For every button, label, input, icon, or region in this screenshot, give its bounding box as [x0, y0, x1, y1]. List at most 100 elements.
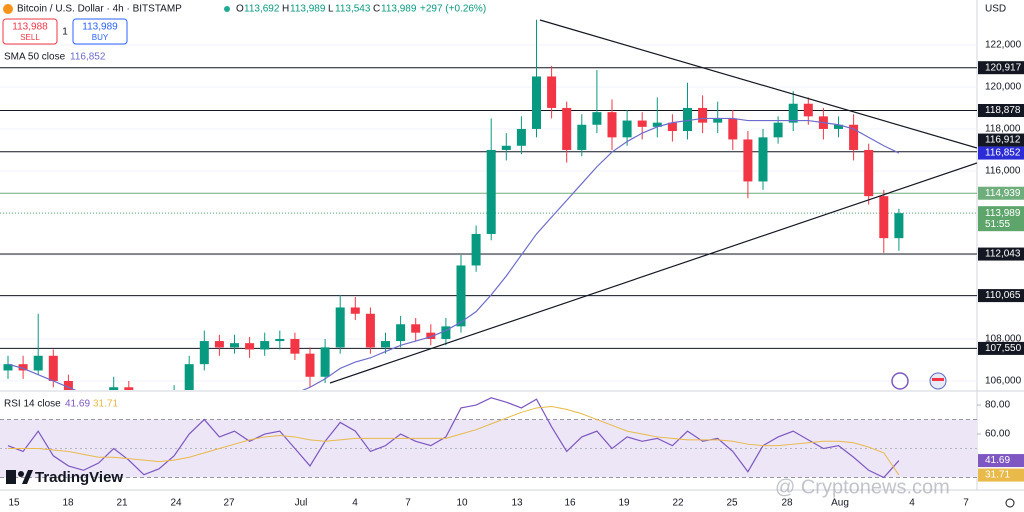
rsi-band — [0, 419, 977, 478]
countdown: 51:55 — [985, 219, 1010, 230]
sma-label: 116,852 — [985, 148, 1021, 159]
candle-body — [290, 338, 300, 354]
rsi-label: 41.69 — [985, 455, 1010, 466]
candle-body — [728, 118, 738, 140]
x-tick-label: 25 — [726, 498, 738, 509]
candle-body — [758, 137, 768, 182]
candle-body — [501, 145, 511, 150]
candle-body — [713, 118, 723, 123]
sma-legend: SMA 50 close — [4, 52, 66, 63]
candle-body — [48, 355, 58, 381]
candle-body — [275, 338, 285, 342]
descending-trendline — [539, 19, 977, 149]
x-tick-label: 4 — [352, 498, 358, 509]
candle-body — [230, 343, 239, 348]
replay-icon[interactable] — [891, 372, 909, 390]
candle-body — [698, 107, 708, 123]
candle-body — [260, 341, 270, 350]
rsi-label: 31.71 — [985, 470, 1010, 481]
level-label: 120,917 — [985, 62, 1022, 73]
candle-body — [773, 122, 783, 138]
x-tick-label: Aug — [831, 498, 849, 509]
y-tick-label: 106,000 — [985, 376, 1022, 387]
level-label: 110,065 — [985, 290, 1021, 301]
candle-body — [562, 107, 572, 150]
level-label-box — [978, 104, 1024, 118]
x-tick-label: 10 — [456, 498, 468, 509]
y-tick-label: 80.00 — [985, 400, 1010, 411]
ascending-trendline — [329, 162, 977, 384]
ohlc-key: C — [373, 4, 380, 15]
candle-body — [607, 112, 617, 138]
candle-body — [803, 103, 813, 117]
x-tick-label: 28 — [781, 498, 793, 509]
buy-button[interactable] — [72, 18, 128, 45]
rsi-legend-value: 41.69 — [65, 399, 90, 410]
candle-body — [652, 122, 662, 127]
candle-body — [743, 139, 753, 182]
buy-price: 113,989 — [82, 22, 118, 33]
logo-mark — [6, 470, 16, 484]
level-label-box — [978, 133, 1024, 147]
y-tick-label: 120,000 — [985, 82, 1022, 93]
y-tick-label: 108,000 — [985, 334, 1022, 345]
sell-button[interactable] — [2, 18, 58, 45]
candle-body — [214, 341, 224, 348]
x-tick-label: 16 — [564, 498, 576, 509]
ohlc-key: H — [282, 4, 289, 15]
candle-body — [109, 387, 119, 390]
x-tick-label: 24 — [170, 498, 182, 509]
buy-label: BUY — [92, 33, 109, 42]
y-tick-label: 116,000 — [985, 166, 1021, 177]
ohlc-value: 113,692 — [244, 4, 280, 15]
price-pane — [0, 19, 977, 390]
candle-body — [411, 324, 421, 333]
rsi-legend: RSI 14 close — [4, 399, 61, 410]
x-tick-label: 7 — [405, 498, 411, 509]
x-tick-label: 21 — [116, 498, 128, 509]
candle-body — [864, 149, 874, 197]
candle-body — [18, 364, 28, 371]
candle-body — [683, 107, 692, 132]
currency[interactable]: USD — [985, 4, 1006, 15]
candle-body — [637, 120, 647, 127]
level-label-box — [978, 247, 1024, 261]
ohlc-key: L — [328, 4, 334, 15]
btc-icon — [3, 4, 13, 14]
candle-body — [184, 364, 194, 390]
x-tick-label: 18 — [62, 498, 74, 509]
candle-body — [577, 124, 587, 150]
candle-body — [199, 341, 209, 365]
rsi-ma-legend-value: 31.71 — [93, 399, 118, 410]
candle-body — [456, 265, 466, 327]
candle-body — [592, 112, 602, 125]
candle-body — [547, 76, 557, 108]
trade-buttons: 113,988 SELL 1 113,989 BUY — [2, 18, 128, 45]
x-tick-label: 19 — [618, 498, 630, 509]
rsi-label-box — [978, 454, 1024, 468]
ohlc-value: 113,543 — [335, 4, 371, 15]
candle-body — [486, 149, 496, 234]
tradingview-logo: TradingView — [6, 469, 123, 486]
candle-body — [33, 355, 43, 371]
candle-body — [381, 341, 390, 348]
level-label-box — [978, 289, 1024, 303]
settings-icon[interactable] — [1005, 498, 1015, 508]
candle-body — [667, 122, 677, 132]
axes: 106,000108,000110,000112,000114,000116,0… — [977, 40, 1024, 482]
logo-text: TradingView — [35, 469, 123, 486]
candle-body — [441, 326, 451, 339]
watermark: @ Cryptonews.com — [775, 476, 950, 498]
quantity: 1 — [62, 27, 68, 38]
x-tick-label: Jul — [295, 498, 308, 509]
candle-body — [622, 120, 632, 138]
candle-body — [516, 128, 526, 146]
trendlines — [329, 19, 977, 384]
last-price-label: 113,989 — [985, 208, 1021, 219]
sma-label-box — [978, 146, 1024, 160]
candle-body — [894, 213, 904, 239]
y-tick-label: 118,000 — [985, 124, 1021, 135]
rsi-line — [7, 397, 900, 479]
x-tick-label: 27 — [223, 498, 235, 509]
